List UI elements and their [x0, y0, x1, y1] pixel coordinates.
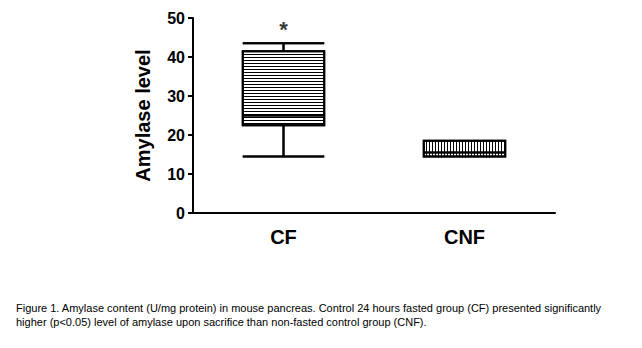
svg-text:0: 0	[176, 205, 185, 222]
svg-text:Amylase level: Amylase level	[132, 49, 154, 181]
svg-text:10: 10	[167, 166, 185, 183]
svg-text:*: *	[279, 17, 288, 42]
svg-text:50: 50	[167, 10, 185, 27]
svg-text:30: 30	[167, 88, 185, 105]
svg-text:CNF: CNF	[444, 226, 485, 248]
svg-text:Figure 1. Amylase content (U/m: Figure 1. Amylase content (U/mg protein)…	[16, 302, 604, 314]
svg-text:CF: CF	[270, 226, 297, 248]
svg-text:higher (p<0.05) level of amyla: higher (p<0.05) level of amylase upon sa…	[16, 316, 427, 328]
svg-text:40: 40	[167, 49, 185, 66]
svg-text:20: 20	[167, 127, 185, 144]
